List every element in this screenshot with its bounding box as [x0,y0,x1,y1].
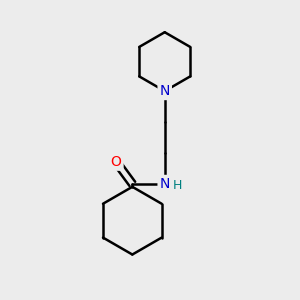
Text: O: O [111,155,122,169]
Text: N: N [160,84,170,98]
Text: N: N [160,177,170,191]
Text: H: H [172,179,182,192]
